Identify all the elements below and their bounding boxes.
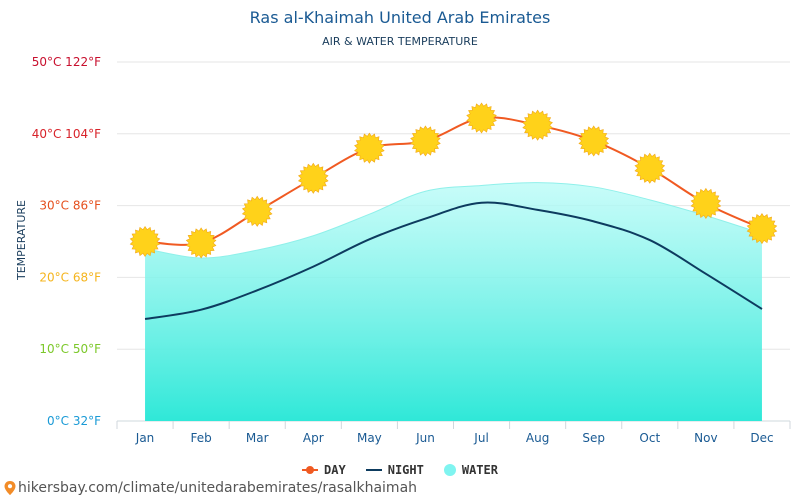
legend-item-day[interactable]: DAY <box>302 463 346 477</box>
day-marker <box>185 227 217 259</box>
chart-subtitle: AIR & WATER TEMPERATURE <box>322 35 478 48</box>
y-axis-label: TEMPERATURE <box>15 200 28 281</box>
sun-core <box>190 231 213 254</box>
sun-core <box>414 129 437 152</box>
x-tick-label: Feb <box>191 431 212 445</box>
water-circle-icon <box>443 464 456 476</box>
day-marker <box>466 102 497 134</box>
sun-core <box>526 114 549 137</box>
x-tick-label: Apr <box>303 431 324 445</box>
day-marker <box>522 109 553 141</box>
y-tick-label: 20°C 68°F <box>39 270 101 284</box>
y-tick-label: 10°C 50°F <box>39 342 101 356</box>
night-line-layer <box>144 201 763 321</box>
sun-core <box>134 230 157 253</box>
legend-label-day: DAY <box>324 463 346 477</box>
y-tick-label: 40°C 104°F <box>32 127 101 141</box>
sun-core <box>694 192 717 215</box>
water-line <box>144 182 763 259</box>
x-tick-label: Sep <box>582 431 605 445</box>
y-tick-label: 30°C 86°F <box>39 199 101 213</box>
x-tick-label: Nov <box>694 431 717 445</box>
chart-title: Ras al-Khaimah United Arab Emirates <box>249 8 551 27</box>
night-line <box>144 201 763 321</box>
sun-core <box>302 167 325 190</box>
chart-plot: 0°C 32°F 10°C 50°F 20°C 68°F 30°C 86°F 40°C … <box>15 55 791 445</box>
day-line-icon <box>302 466 319 474</box>
x-tick-label: Mar <box>246 431 269 445</box>
y-tick-label: 0°C 32°F <box>47 414 101 428</box>
x-axis-ticks: Jan Feb Mar Apr May Jun Jul Aug Sep Oct Nov Dec <box>116 421 791 445</box>
legend-item-night[interactable]: NIGHT <box>365 463 424 477</box>
sun-core <box>246 200 269 223</box>
water-area-layer <box>144 182 763 421</box>
source-link[interactable]: hikersbay.com/climate/unitedarabemirates… <box>4 480 417 496</box>
x-tick-label: Jun <box>415 431 435 445</box>
x-tick-label: Jan <box>135 431 155 445</box>
map-pin-icon <box>4 481 16 495</box>
sun-core <box>638 157 661 180</box>
y-tick-label: 50°C 122°F <box>32 55 101 69</box>
chart-legend: DAY NIGHT WATER <box>0 463 800 477</box>
legend-label-night: NIGHT <box>387 463 424 477</box>
x-tick-label: May <box>357 431 382 445</box>
day-marker <box>241 195 273 227</box>
sun-core <box>470 107 493 130</box>
day-marker <box>297 162 329 194</box>
sun-core <box>750 217 773 240</box>
day-marker <box>354 132 385 164</box>
legend-item-water[interactable]: WATER <box>443 463 498 477</box>
day-marker <box>746 213 778 245</box>
water-area <box>145 182 762 421</box>
legend-label-water: WATER <box>461 463 498 477</box>
day-marker <box>129 225 161 258</box>
source-url: hikersbay.com/climate/unitedarabemirates… <box>18 480 418 496</box>
x-tick-label: Aug <box>526 431 549 445</box>
sun-core <box>582 129 605 152</box>
y-axis-ticks: 0°C 32°F 10°C 50°F 20°C 68°F 30°C 86°F 40°C … <box>32 55 101 428</box>
day-marker <box>410 125 441 157</box>
day-marker <box>578 125 610 157</box>
x-tick-label: Oct <box>639 431 660 445</box>
sun-core <box>358 137 381 160</box>
day-marker <box>690 187 722 219</box>
day-marker <box>634 152 666 184</box>
night-line-icon <box>365 469 382 471</box>
x-tick-label: Dec <box>750 431 773 445</box>
x-tick-label: Jul <box>473 431 488 445</box>
day-markers-layer <box>129 102 778 259</box>
